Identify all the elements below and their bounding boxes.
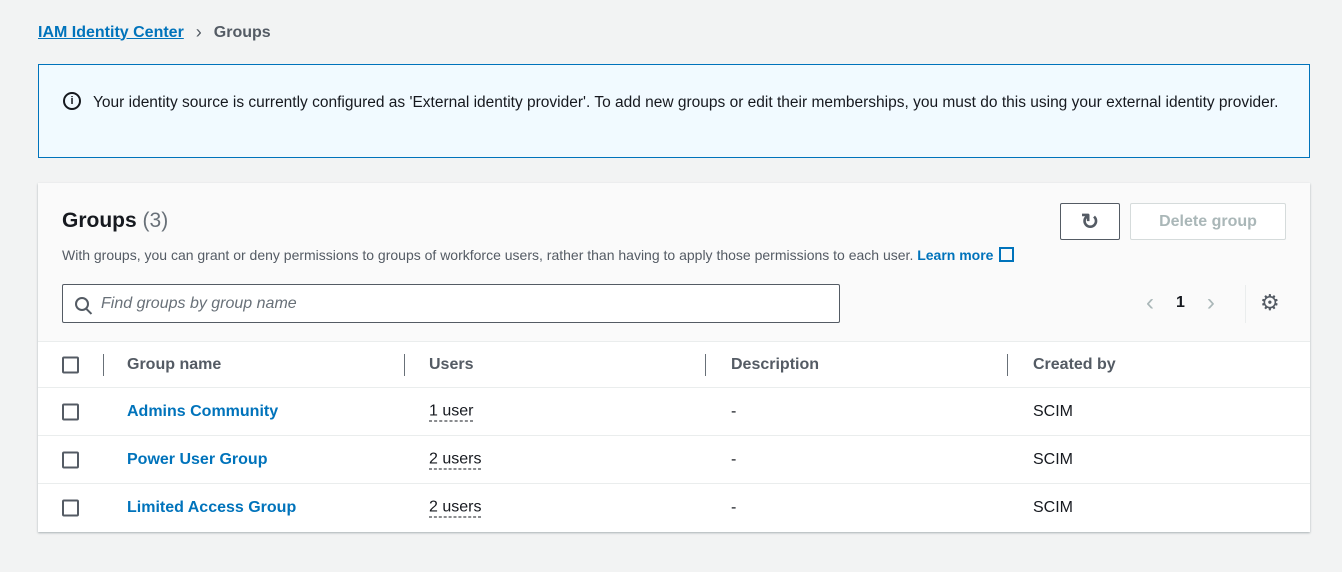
info-alert: i Your identity source is currently conf… <box>38 64 1310 158</box>
divider <box>1245 285 1246 323</box>
column-divider[interactable] <box>705 354 706 376</box>
breadcrumb-iam-identity-center[interactable]: IAM Identity Center <box>38 23 184 41</box>
column-divider[interactable] <box>1007 354 1008 376</box>
column-header-created-by[interactable]: Created by <box>1033 355 1116 373</box>
description: With groups, you can grant or deny permi… <box>62 247 1015 263</box>
page-title: Groups (3) <box>62 209 168 233</box>
column-divider <box>103 354 104 376</box>
table-header-row: Group name Users Description Created by <box>38 342 1310 388</box>
column-header-description[interactable]: Description <box>731 355 820 373</box>
breadcrumb: IAM Identity Center › Groups <box>38 22 271 43</box>
search-icon <box>75 296 89 311</box>
table-row: Power User Group 2 users - SCIM <box>38 436 1310 484</box>
chevron-right-icon: › <box>195 22 202 42</box>
groups-table-container: Groups (3) With groups, you can grant or… <box>38 183 1310 532</box>
group-description: - <box>731 402 737 420</box>
table-header-area: Groups (3) With groups, you can grant or… <box>38 183 1310 342</box>
page-number[interactable]: 1 <box>1176 294 1185 311</box>
row-checkbox[interactable] <box>62 403 79 420</box>
learn-more-label: Learn more <box>917 247 994 263</box>
description-text: With groups, you can grant or deny permi… <box>62 247 914 263</box>
group-description: - <box>731 450 737 468</box>
created-by: SCIM <box>1033 402 1073 420</box>
created-by: SCIM <box>1033 450 1073 468</box>
search-input[interactable] <box>101 294 801 313</box>
search-field[interactable] <box>62 284 840 323</box>
learn-more-link[interactable]: Learn more <box>917 247 1015 263</box>
column-header-group-name[interactable]: Group name <box>127 355 222 373</box>
info-text: Your identity source is currently config… <box>93 94 1279 111</box>
select-all-checkbox[interactable] <box>62 356 79 373</box>
info-icon: i <box>63 92 81 110</box>
refresh-icon: ↻ <box>1080 208 1100 234</box>
group-name-link[interactable]: Limited Access Group <box>127 499 297 516</box>
users-count[interactable]: 2 users <box>429 450 482 469</box>
group-count: (3) <box>142 209 169 232</box>
created-by: SCIM <box>1033 499 1073 516</box>
column-divider[interactable] <box>404 354 405 376</box>
table-row: Admins Community 1 user - SCIM <box>38 388 1310 436</box>
breadcrumb-current: Groups <box>213 23 271 41</box>
chevron-left-icon[interactable]: ‹ <box>1146 289 1154 316</box>
external-link-icon <box>999 247 1015 262</box>
row-checkbox[interactable] <box>62 451 79 468</box>
users-count[interactable]: 2 users <box>429 498 482 518</box>
row-checkbox[interactable] <box>62 499 79 517</box>
refresh-button[interactable]: ↻ <box>1060 203 1120 240</box>
chevron-right-icon[interactable]: › <box>1206 289 1215 316</box>
users-count[interactable]: 1 user <box>429 402 474 421</box>
group-name-link[interactable]: Power User Group <box>127 450 268 468</box>
title-text: Groups <box>62 209 137 232</box>
group-description: - <box>731 499 737 516</box>
delete-group-button[interactable]: Delete group <box>1130 203 1286 240</box>
column-header-users[interactable]: Users <box>429 355 474 373</box>
pagination: ‹ 1 › <box>1146 289 1215 317</box>
table-row: Limited Access Group 2 users - SCIM <box>38 484 1310 532</box>
group-name-link[interactable]: Admins Community <box>127 402 279 420</box>
gear-icon[interactable]: ⚙ <box>1260 290 1280 315</box>
